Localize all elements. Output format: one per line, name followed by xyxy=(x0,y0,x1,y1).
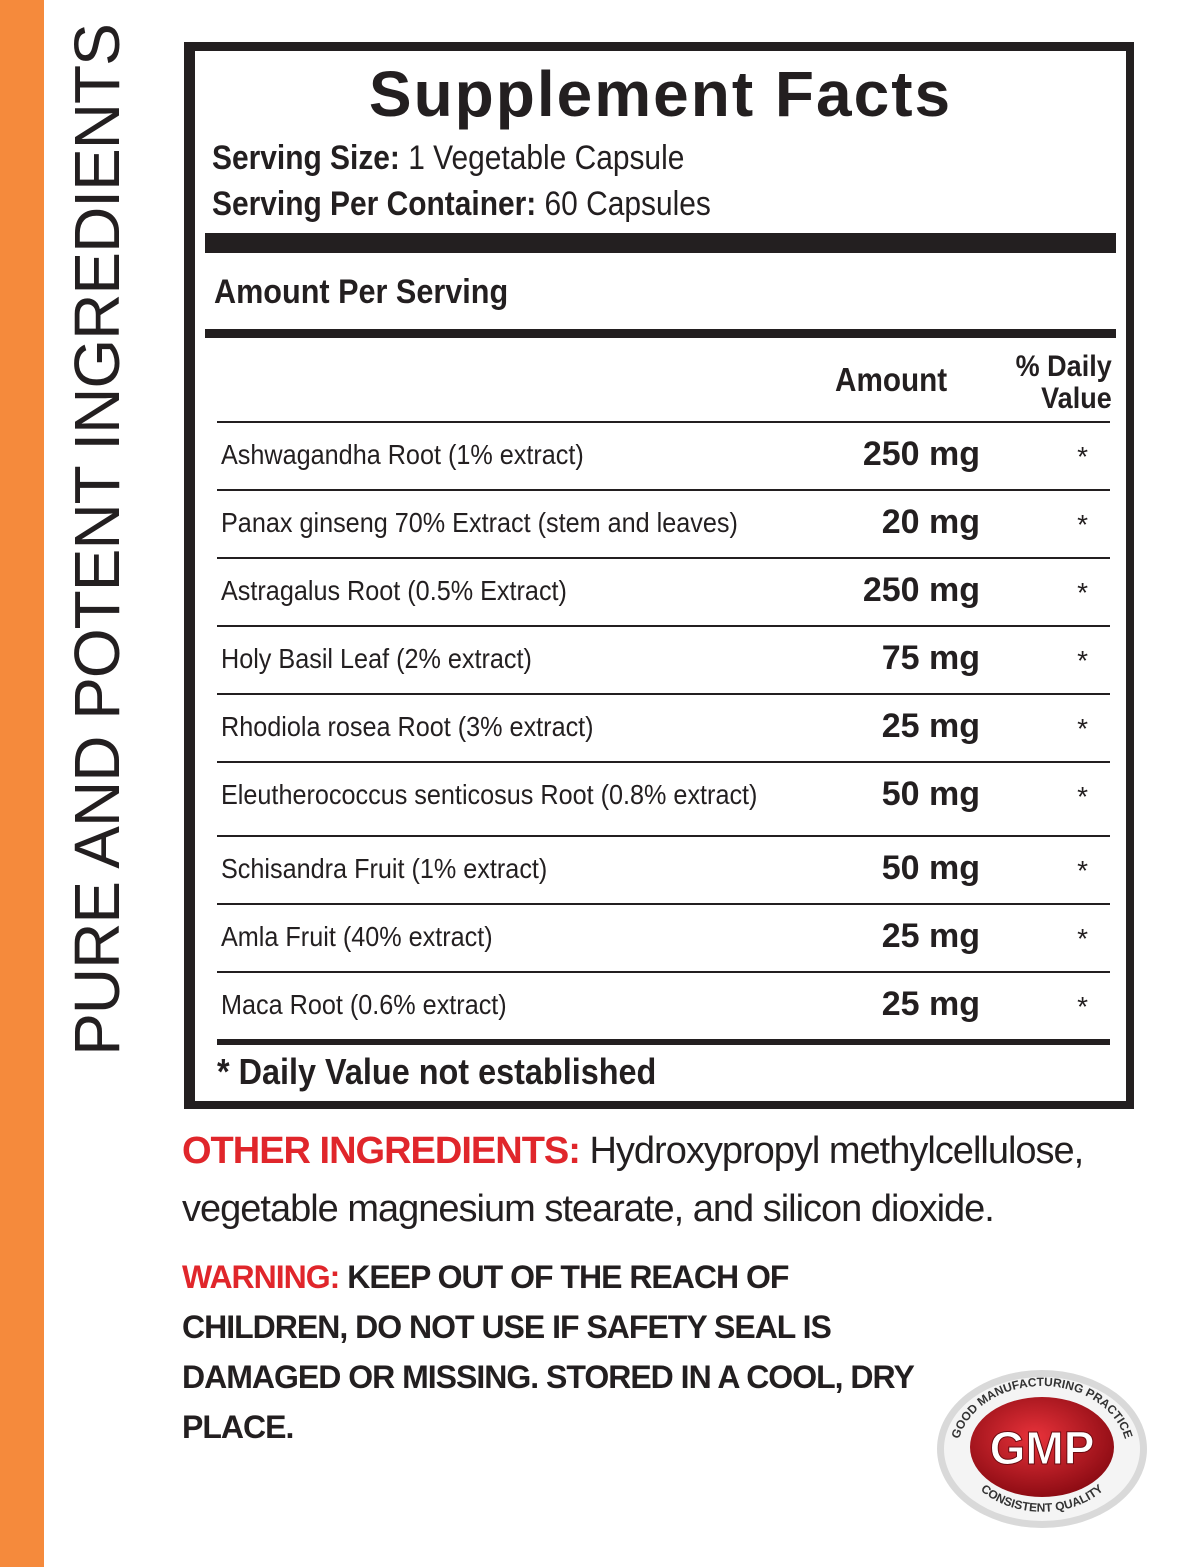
ingredient-name: Rhodiola rosea Root (3% extract) xyxy=(221,711,594,742)
ingredient-name: Eleutherococcus senticosus Root (0.8% ex… xyxy=(221,779,758,810)
ingredient-table: Ashwagandha Root (1% extract) 250 mg * Pa… xyxy=(217,421,1110,1045)
gmp-center-text: GMP xyxy=(990,1422,1095,1474)
ingredient-name: Maca Root (0.6% extract) xyxy=(221,989,507,1020)
ingredient-name: Schisandra Fruit (1% extract) xyxy=(221,853,548,884)
serving-size: Serving Size: 1 Vegetable Capsule xyxy=(212,139,684,178)
label-notes: OTHER INGREDIENTS: Hydroxypropyl methylc… xyxy=(182,1122,1132,1452)
ingredient-amount: 25 mg xyxy=(881,917,980,955)
ingredient-amount: 50 mg xyxy=(881,775,980,813)
ingredient-row: Eleutherococcus senticosus Root (0.8% ex… xyxy=(217,761,1110,835)
warning-text: KEEP OUT OF THE REACH OF CHILDREN, DO NO… xyxy=(182,1259,914,1445)
ingredient-daily-value: * xyxy=(1077,577,1088,608)
dv-line1: % Daily xyxy=(1015,350,1112,383)
ingredient-amount: 25 mg xyxy=(881,985,980,1023)
ingredient-row: Astragalus Root (0.5% Extract) 250 mg * xyxy=(217,557,1110,625)
warning: WARNING: KEEP OUT OF THE REACH OF CHILDR… xyxy=(182,1252,942,1452)
side-banner: PURE AND POTENT INGREDIENTS xyxy=(61,24,133,1056)
ingredient-row: Rhodiola rosea Root (3% extract) 25 mg * xyxy=(217,693,1110,761)
gmp-badge: GOOD MANUFACTURING PRACTICE CONSISTENT Q… xyxy=(937,1370,1147,1528)
ingredient-amount: 250 mg xyxy=(862,571,980,609)
ingredient-amount: 50 mg xyxy=(881,849,980,887)
ingredient-row: Holy Basil Leaf (2% extract) 75 mg * xyxy=(217,625,1110,693)
ingredient-amount: 75 mg xyxy=(881,639,980,677)
ingredient-name: Amla Fruit (40% extract) xyxy=(221,921,493,952)
column-daily-value: % Daily Value xyxy=(1016,351,1112,415)
ingredient-name: Ashwagandha Root (1% extract) xyxy=(221,439,584,470)
supplement-facts-panel: Supplement Facts Serving Size: 1 Vegetab… xyxy=(184,42,1134,1109)
ingredient-row: Amla Fruit (40% extract) 25 mg * xyxy=(217,903,1110,971)
divider-medium xyxy=(205,329,1116,338)
ingredient-daily-value: * xyxy=(1077,923,1088,954)
ingredient-amount: 20 mg xyxy=(881,503,980,541)
other-ingredients: OTHER INGREDIENTS: Hydroxypropyl methylc… xyxy=(182,1122,1132,1238)
warning-label: WARNING: xyxy=(182,1259,340,1295)
serving-size-value: 1 Vegetable Capsule xyxy=(408,139,685,177)
amount-per-serving: Amount Per Serving xyxy=(214,273,509,311)
ingredient-name: Astragalus Root (0.5% Extract) xyxy=(221,575,567,606)
ingredient-row: Ashwagandha Root (1% extract) 250 mg * xyxy=(217,421,1110,489)
ingredient-daily-value: * xyxy=(1077,645,1088,676)
other-ingredients-text: Hydroxypropyl methylcellulose, vegetable… xyxy=(182,1130,1084,1230)
footnote: * Daily Value not established xyxy=(217,1051,657,1092)
ingredient-name: Panax ginseng 70% Extract (stem and leav… xyxy=(221,507,738,538)
ingredient-amount: 25 mg xyxy=(881,707,980,745)
other-ingredients-label: OTHER INGREDIENTS: xyxy=(182,1130,581,1172)
servings-value: 60 Capsules xyxy=(544,185,711,223)
ingredient-amount: 250 mg xyxy=(862,435,980,473)
divider-thick xyxy=(205,233,1116,253)
serving-size-label: Serving Size: xyxy=(212,139,400,177)
ingredient-row: Maca Root (0.6% extract) 25 mg * xyxy=(217,971,1110,1039)
servings-per-container: Serving Per Container: 60 Capsules xyxy=(212,185,711,224)
ingredient-daily-value: * xyxy=(1077,713,1088,744)
ingredient-row: Schisandra Fruit (1% extract) 50 mg * xyxy=(217,835,1110,903)
ingredient-daily-value: * xyxy=(1077,781,1088,812)
ingredient-name: Holy Basil Leaf (2% extract) xyxy=(221,643,532,674)
panel-title: Supplement Facts xyxy=(368,58,953,130)
ingredient-row: Panax ginseng 70% Extract (stem and leav… xyxy=(217,489,1110,557)
ingredient-daily-value: * xyxy=(1077,509,1088,540)
dv-line2: Value xyxy=(1041,382,1112,415)
ingredient-daily-value: * xyxy=(1077,855,1088,886)
servings-label: Serving Per Container: xyxy=(212,185,537,223)
orange-side-bar xyxy=(0,0,44,1567)
divider-table-end xyxy=(217,1039,1110,1045)
ingredient-daily-value: * xyxy=(1077,991,1088,1022)
ingredient-daily-value: * xyxy=(1077,441,1088,472)
column-amount: Amount xyxy=(835,361,948,398)
